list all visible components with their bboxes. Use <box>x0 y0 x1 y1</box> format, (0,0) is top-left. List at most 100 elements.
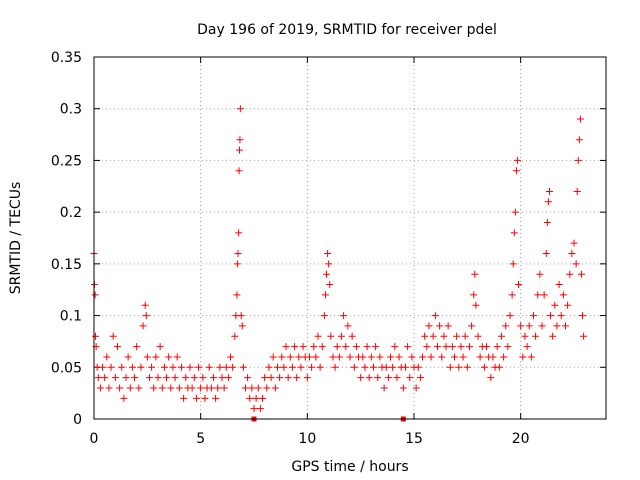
data-point <box>461 332 469 340</box>
data-point <box>395 353 403 361</box>
data-point <box>431 312 439 320</box>
data-point <box>419 353 427 361</box>
data-point <box>209 374 217 382</box>
x-axis-label: GPS time / hours <box>291 459 408 475</box>
chart-title: Day 196 of 2019, SRMTID for receiver pde… <box>197 22 497 38</box>
data-point <box>408 353 416 361</box>
data-point <box>367 353 375 361</box>
data-point <box>291 343 299 351</box>
data-point <box>327 332 335 340</box>
data-point <box>504 343 512 351</box>
data-point <box>109 332 117 340</box>
data-point <box>540 291 548 299</box>
data-point <box>457 343 465 351</box>
data-point <box>576 115 584 123</box>
data-point <box>220 384 228 392</box>
data-point <box>487 374 495 382</box>
data-point <box>236 105 244 113</box>
data-point <box>120 394 128 402</box>
data-point <box>346 353 354 361</box>
data-point <box>579 312 587 320</box>
data-point <box>280 363 288 371</box>
data-point <box>574 156 582 164</box>
data-point <box>91 291 99 299</box>
data-point <box>489 353 497 361</box>
data-point <box>416 374 424 382</box>
data-point <box>303 374 311 382</box>
data-point <box>517 322 525 330</box>
data-point <box>314 332 322 340</box>
data-point <box>297 363 305 371</box>
data-point <box>331 363 339 371</box>
data-point <box>171 374 179 382</box>
data-point <box>538 322 546 330</box>
data-point <box>205 363 213 371</box>
data-point <box>256 405 264 413</box>
data-point <box>156 343 164 351</box>
data-point <box>423 343 431 351</box>
data-point <box>273 363 281 371</box>
data-point <box>237 312 245 320</box>
data-point <box>250 405 258 413</box>
data-point <box>160 363 168 371</box>
data-point <box>380 384 388 392</box>
data-point <box>448 343 456 351</box>
data-point <box>252 394 260 402</box>
data-point <box>152 353 160 361</box>
data-point <box>137 363 145 371</box>
data-point <box>207 384 215 392</box>
data-point <box>235 146 243 154</box>
data-point <box>139 322 147 330</box>
data-point <box>321 291 329 299</box>
y-tick-label: 0.2 <box>60 205 82 221</box>
data-point <box>263 384 271 392</box>
data-point <box>532 332 540 340</box>
data-point <box>265 363 273 371</box>
data-point <box>293 374 301 382</box>
plot-frame <box>93 56 607 420</box>
data-point <box>555 281 563 289</box>
data-point <box>239 363 247 371</box>
data-point <box>545 187 553 195</box>
data-point <box>145 374 153 382</box>
data-point <box>566 270 574 278</box>
data-point <box>214 384 222 392</box>
data-point <box>175 384 183 392</box>
data-point <box>231 332 239 340</box>
data-point <box>312 353 320 361</box>
data-point <box>288 363 296 371</box>
y-tick-label: 0 <box>73 412 82 428</box>
data-point <box>474 332 482 340</box>
data-point <box>316 363 324 371</box>
data-point <box>325 260 333 268</box>
data-point <box>399 384 407 392</box>
data-point <box>218 374 226 382</box>
data-point <box>236 136 244 144</box>
ticks: 0 5 10 15 20 0 0.05 0.1 0.15 0.2 0.25 0.3 0.35 <box>51 50 606 447</box>
data-point <box>493 343 501 351</box>
data-point <box>406 374 414 382</box>
data-point <box>192 394 200 402</box>
data-point <box>553 322 561 330</box>
data-point <box>508 291 516 299</box>
data-point <box>436 322 444 330</box>
data-point <box>572 260 580 268</box>
x-tick-label: 15 <box>405 431 423 447</box>
data-point <box>269 353 277 361</box>
data-point <box>199 374 207 382</box>
data-point <box>429 332 437 340</box>
data-point <box>340 312 348 320</box>
data-point <box>513 156 521 164</box>
data-point <box>182 374 190 382</box>
data-point <box>376 353 384 361</box>
data-point <box>575 136 583 144</box>
data-point <box>391 343 399 351</box>
data-point <box>99 363 107 371</box>
data-point <box>543 218 551 226</box>
data-point <box>438 353 446 361</box>
x-tick-label: 0 <box>90 431 99 447</box>
data-point <box>229 363 237 371</box>
data-point <box>463 363 471 371</box>
data-point <box>521 332 529 340</box>
data-point <box>470 291 478 299</box>
